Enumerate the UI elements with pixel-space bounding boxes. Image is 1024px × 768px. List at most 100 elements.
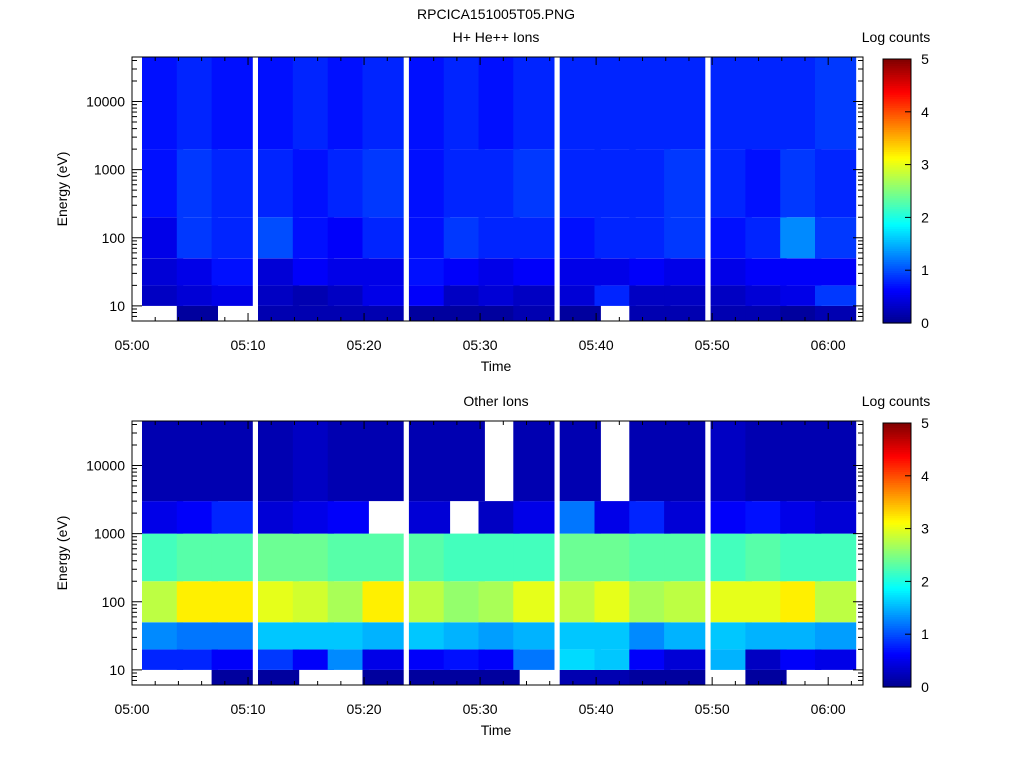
x-tick-label: 05:50: [695, 701, 730, 717]
heatmap-cell: [594, 501, 636, 534]
colorbar-segment: [883, 552, 911, 556]
colorbar-segment: [883, 478, 911, 481]
x-tick-label: 05:30: [463, 701, 498, 717]
x-tick-label: 05:50: [695, 337, 730, 353]
colorbar-segment: [883, 204, 911, 207]
colorbar-segment: [883, 651, 911, 655]
heatmap-cell: [594, 57, 636, 150]
heatmap-cell: [327, 533, 369, 582]
heatmap-cell: [258, 305, 300, 321]
colorbar-segment: [883, 301, 911, 304]
colorbar-segment: [883, 175, 911, 179]
colorbar-segment: [883, 138, 911, 141]
colorbar-segment: [883, 232, 911, 236]
heatmap-cell: [664, 581, 706, 623]
colorbar-segment: [883, 287, 911, 291]
heatmap-cell: [594, 533, 636, 582]
colorbar-segment: [883, 539, 911, 543]
heatmap-cell: [478, 533, 520, 582]
heatmap-cell: [258, 533, 300, 582]
colorbar-segment: [883, 605, 911, 609]
colorbar: 0 1 2 3 4 5: [882, 51, 929, 331]
colorbar-segment: [883, 678, 911, 681]
colorbar-segment: [883, 215, 911, 218]
heatmap-cell: [664, 669, 706, 685]
heatmap-cell: [478, 581, 520, 623]
colorbar-segment: [883, 649, 911, 653]
colorbar-segment: [883, 665, 911, 668]
colorbar-segment: [883, 224, 911, 227]
heatmap-cell: [513, 217, 555, 259]
heatmap-cell: [443, 669, 485, 685]
colorbar-segment: [883, 103, 911, 106]
colorbar-segment: [883, 270, 911, 273]
colorbar-segment: [883, 197, 911, 201]
heatmap-cell: [559, 421, 601, 502]
colorbar-segment: [883, 147, 911, 150]
colorbar-segment: [883, 522, 911, 525]
colorbar-segment: [883, 153, 911, 157]
y-tick-label: 100: [102, 594, 126, 610]
colorbar-segment: [883, 89, 911, 93]
heatmap-cell: [362, 285, 404, 306]
x-tick-label: 05:10: [231, 337, 266, 353]
heatmap-cell: [559, 622, 601, 650]
heatmap-cell: [211, 258, 253, 286]
colorbar-segment: [883, 177, 911, 181]
colorbar-segment: [883, 429, 911, 433]
heatmap-cell: [629, 285, 671, 306]
colorbar-segment: [883, 136, 911, 139]
colorbar-segment: [883, 199, 911, 203]
colorbar-segment: [883, 548, 911, 552]
heatmap-cell: [478, 305, 520, 321]
colorbar-segment: [883, 656, 911, 659]
heatmap-cell: [211, 669, 253, 685]
colorbar-segment: [883, 248, 911, 251]
y-axis-label: Energy (eV): [54, 152, 70, 227]
heatmap-cell: [664, 149, 706, 218]
heatmap-cell: [258, 649, 300, 670]
heatmap-cell: [629, 501, 671, 534]
heatmap-cell: [745, 217, 787, 259]
colorbar-segment: [883, 482, 911, 486]
heatmap-cell: [443, 622, 485, 650]
colorbar-segment: [883, 96, 911, 100]
colorbar-segment: [883, 645, 911, 648]
panel-title: H+ He++ Ions: [453, 29, 540, 45]
heatmap-cell: [664, 258, 706, 286]
heatmap-cell: [258, 217, 300, 259]
colorbar-segment: [883, 596, 911, 600]
heatmap-cell: [594, 149, 636, 218]
x-tick-label: 06:00: [811, 701, 846, 717]
heatmap-cell: [211, 149, 253, 218]
heatmap-cell: [710, 581, 752, 623]
colorbar-segment: [883, 495, 911, 499]
heatmap-cell: [815, 622, 857, 650]
heatmap-cell: [780, 305, 822, 321]
colorbar-segment: [883, 616, 911, 620]
colorbar-segment: [883, 550, 911, 554]
colorbar-segment: [883, 320, 911, 324]
heatmap-cell: [594, 622, 636, 650]
colorbar-segment: [883, 618, 911, 622]
colorbar-segment: [883, 684, 911, 688]
colorbar-segment: [883, 563, 911, 567]
heatmap-cell: [478, 57, 520, 150]
heatmap-cell: [664, 285, 706, 306]
x-tick-label: 05:30: [463, 337, 498, 353]
colorbar-segment: [883, 590, 911, 593]
colorbar-segment: [883, 546, 911, 549]
colorbar-segment: [883, 610, 911, 613]
colorbar-tick-label: 4: [921, 468, 929, 484]
colorbar-segment: [883, 180, 911, 183]
heatmap-cell: [664, 217, 706, 259]
colorbar-segment: [883, 87, 911, 91]
heatmap-cell: [258, 669, 300, 685]
colorbar-segment: [883, 237, 911, 240]
heatmap-cell: [478, 649, 520, 670]
colorbar-segment: [883, 561, 911, 565]
colorbar-segment: [883, 195, 911, 199]
colorbar-segment: [883, 434, 911, 437]
colorbar-segment: [883, 305, 911, 309]
